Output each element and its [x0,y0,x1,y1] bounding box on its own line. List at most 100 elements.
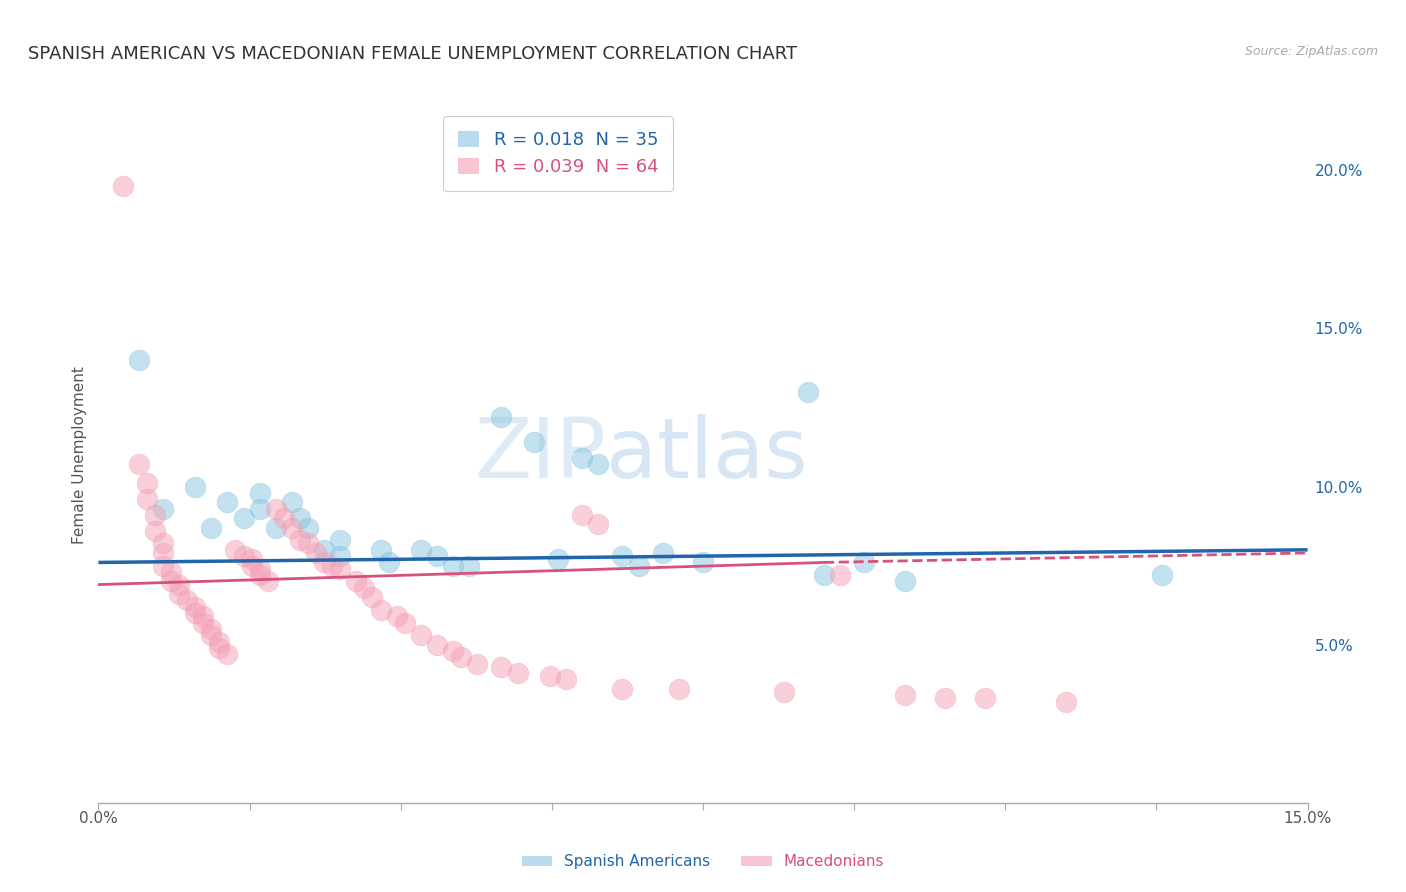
Point [370,542,392,557]
Point [240,558,263,573]
Point [232,549,254,563]
Point [152,546,174,560]
Point [329,549,352,563]
Point [200,622,222,636]
Point [128,353,150,368]
Point [184,599,207,614]
Point [538,669,561,683]
Point [506,666,529,681]
Point [377,556,399,570]
Point [555,673,578,687]
Point [249,562,271,576]
Point [361,591,384,605]
Point [135,476,157,491]
Point [385,609,408,624]
Point [772,685,794,699]
Point [232,511,254,525]
Point [491,660,513,674]
Point [458,558,481,573]
Point [974,691,997,706]
Point [547,552,569,566]
Point [329,533,352,548]
Text: ZIP: ZIP [474,415,606,495]
Point [426,638,449,652]
Point [893,688,915,702]
Point [586,458,609,472]
Point [409,628,432,642]
Point [176,593,198,607]
Text: SPANISH AMERICAN VS MACEDONIAN FEMALE UNEMPLOYMENT CORRELATION CHART: SPANISH AMERICAN VS MACEDONIAN FEMALE UN… [28,45,797,62]
Point [208,634,231,648]
Point [249,486,271,500]
Point [184,479,207,493]
Point [143,508,166,522]
Point [612,681,634,696]
Point [184,606,207,620]
Point [571,451,593,466]
Point [329,562,352,576]
Point [450,650,472,665]
Point [441,644,464,658]
Point [612,549,634,563]
Point [167,577,190,591]
Point [224,542,246,557]
Point [288,511,311,525]
Text: 0.0%: 0.0% [79,811,118,826]
Point [288,533,311,548]
Point [273,511,295,525]
Point [217,495,239,509]
Point [200,628,222,642]
Point [208,640,231,655]
Legend: Spanish Americans, Macedonians: Spanish Americans, Macedonians [516,848,890,875]
Point [409,542,432,557]
Point [344,574,367,589]
Text: 15.0%: 15.0% [1284,811,1331,826]
Point [813,568,835,582]
Point [249,501,271,516]
Point [353,581,375,595]
Point [135,492,157,507]
Point [893,574,915,589]
Point [934,691,956,706]
Text: Source: ZipAtlas.com: Source: ZipAtlas.com [1244,45,1378,58]
Point [571,508,593,522]
Point [853,556,876,570]
Point [491,409,513,424]
Point [281,495,304,509]
Y-axis label: Female Unemployment: Female Unemployment [72,366,87,544]
Point [523,435,546,450]
Point [264,501,287,516]
Point [143,524,166,538]
Point [200,521,222,535]
Point [152,501,174,516]
Point [152,558,174,573]
Legend: R = 0.018  N = 35, R = 0.039  N = 64: R = 0.018 N = 35, R = 0.039 N = 64 [443,116,672,191]
Point [465,657,488,671]
Point [160,574,183,589]
Point [193,609,215,624]
Point [152,536,174,550]
Point [305,546,328,560]
Point [111,179,134,194]
Point [394,615,416,630]
Point [240,552,263,566]
Point [321,558,343,573]
Point [370,603,392,617]
Point [668,681,690,696]
Point [167,587,190,601]
Point [1152,568,1174,582]
Point [692,556,714,570]
Point [314,542,336,557]
Point [256,574,278,589]
Point [586,517,609,532]
Point [264,521,287,535]
Point [217,647,239,661]
Point [249,568,271,582]
Point [651,546,673,560]
Point [160,565,183,579]
Text: atlas: atlas [606,415,808,495]
Point [297,521,319,535]
Point [281,521,304,535]
Point [441,558,464,573]
Point [297,536,319,550]
